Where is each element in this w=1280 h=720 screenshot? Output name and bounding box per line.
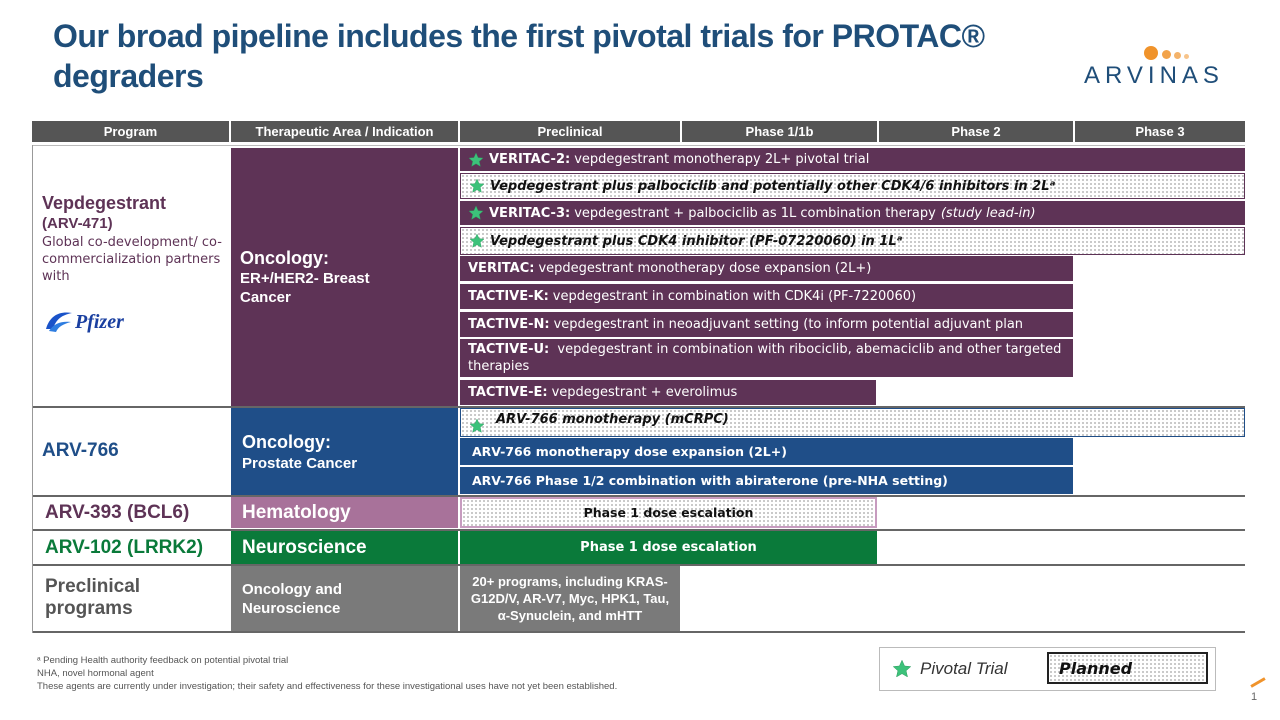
trial-text: Vepdegestrant plus palbociclib and poten… — [490, 178, 1056, 194]
trial-text: 20+ programs, including KRAS-G12D/V, AR-… — [470, 574, 670, 623]
page-number: 1 — [1251, 691, 1258, 703]
program-arv-102: ARV-102 (LRRK2) — [45, 537, 204, 558]
trial-content: TACTIVE-U: vepdegestrant in combination … — [468, 341, 1073, 375]
trial-arv766-mcrpc-planned: ARV-766 monotherapy (mCRPC) — [460, 408, 1245, 437]
logo-text: ARVINAS — [1084, 62, 1224, 89]
trial-text: vepdegestrant monotherapy 2L+ pivotal tr… — [574, 152, 870, 167]
footnote-disclaimer: These agents are currently under investi… — [37, 681, 618, 692]
area-breast-cancer: Oncology: ER+/HER2- Breast Cancer — [231, 148, 458, 406]
logo-dot-icon — [1144, 46, 1158, 60]
program-vepdegestrant: Vepdegestrant (ARV-471) Global co-develo… — [42, 193, 227, 285]
logo-dot-icon — [1162, 50, 1171, 59]
trial-label: TACTIVE-N: — [468, 317, 550, 332]
divider — [32, 145, 33, 633]
trial-preclinical-programs: 20+ programs, including KRAS-G12D/V, AR-… — [460, 566, 680, 631]
pfizer-text: Pfizer — [75, 310, 124, 333]
logo-dot-icon — [1184, 54, 1189, 59]
trial-tactive-u: TACTIVE-U: vepdegestrant in combination … — [460, 339, 1073, 377]
trial-label: TACTIVE-E: — [468, 385, 548, 400]
program-name: Vepdegestrant — [42, 193, 167, 213]
trial-veritac-2: VERITAC-2: vepdegestrant monotherapy 2L+… — [460, 148, 1245, 171]
trial-vep-cdk4-planned: Vepdegestrant plus CDK4 inhibitor (PF-07… — [460, 227, 1245, 255]
page-title: Our broad pipeline includes the first pi… — [53, 18, 985, 94]
trial-tactive-e: TACTIVE-E: vepdegestrant + everolimus — [460, 380, 876, 405]
trial-text: vepdegestrant monotherapy dose expansion… — [538, 261, 872, 276]
trial-text: vepdegestrant in neoadjuvant setting (to… — [553, 317, 1024, 332]
trial-note: (study lead-in) — [940, 205, 1036, 221]
divider — [32, 529, 1245, 531]
area-subtitle: Prostate Cancer — [242, 454, 358, 472]
pfizer-logo: Pfizer — [44, 306, 134, 338]
legend: Pivotal Trial Planned — [879, 647, 1216, 691]
pivotal-star-icon — [469, 178, 485, 194]
area-title: Oncology: — [240, 247, 329, 268]
program-arv-393: ARV-393 (BCL6) — [45, 502, 190, 523]
divider — [32, 495, 1245, 497]
pivotal-star-icon — [469, 418, 485, 434]
header-preclinical: Preclinical — [460, 121, 680, 142]
trial-arv393-phase1: Phase 1 dose escalation — [460, 497, 877, 528]
trial-veritac-3: VERITAC-3: vepdegestrant + palbociclib a… — [460, 201, 1245, 225]
trial-veritac: VERITAC: vepdegestrant monotherapy dose … — [460, 256, 1073, 281]
header-phase3: Phase 3 — [1075, 121, 1245, 142]
legend-planned-label: Planned — [1059, 658, 1133, 678]
trial-arv766-abiraterone: ARV-766 Phase 1/2 combination with abira… — [460, 467, 1073, 494]
trial-text: ARV-766 monotherapy (mCRPC) — [496, 412, 729, 427]
area-prostate-cancer: Oncology: Prostate Cancer — [231, 408, 458, 495]
trial-text: Vepdegestrant plus CDK4 inhibitor (PF-07… — [490, 233, 903, 249]
program-code: (ARV-471) — [42, 215, 113, 232]
area-hematology: Hematology — [231, 497, 458, 528]
trial-arv102-phase1: Phase 1 dose escalation — [460, 531, 877, 564]
trial-text: vepdegestrant in combination with riboci… — [468, 342, 1062, 374]
trial-text: Phase 1 dose escalation — [583, 505, 754, 520]
trial-label: VERITAC: — [468, 261, 535, 276]
pivotal-star-icon — [469, 233, 485, 249]
trial-text: ARV-766 Phase 1/2 combination with abira… — [472, 473, 948, 488]
logo-dot-icon — [1174, 52, 1181, 59]
trial-label: TACTIVE-U: — [468, 342, 550, 357]
trial-tactive-k: TACTIVE-K: vepdegestrant in combination … — [460, 284, 1073, 309]
trial-tactive-n: TACTIVE-N: vepdegestrant in neoadjuvant … — [460, 312, 1073, 337]
arvinas-logo — [1084, 44, 1224, 88]
header-program: Program — [32, 121, 229, 142]
area-oncology-neuroscience: Oncology and Neuroscience — [231, 566, 458, 631]
trial-vep-palbo-planned: Vepdegestrant plus palbociclib and poten… — [460, 173, 1245, 199]
page-number-accent — [1250, 677, 1266, 688]
divider — [32, 564, 1245, 566]
partner-text: Global co-development/ co-commercializat… — [42, 235, 222, 284]
area-neuroscience: Neuroscience — [231, 531, 458, 564]
program-arv-766: ARV-766 — [42, 440, 119, 461]
area-subtitle: ER+/HER2- Breast Cancer — [240, 269, 370, 306]
legend-pivotal: Pivotal Trial — [920, 659, 1008, 678]
divider — [32, 631, 1245, 633]
pfizer-icon — [46, 312, 72, 332]
header-therapeutic-area: Therapeutic Area / Indication — [231, 121, 458, 142]
trial-text: ARV-766 monotherapy dose expansion (2L+) — [472, 444, 787, 459]
pivotal-star-icon — [468, 152, 484, 168]
trial-label: VERITAC-2: — [489, 152, 571, 167]
footnote-pending: ᵃ Pending Health authority feedback on p… — [37, 655, 289, 666]
pivotal-star-icon — [893, 660, 911, 678]
legend-planned: Planned — [1047, 652, 1208, 684]
trial-label: VERITAC-3: — [489, 205, 571, 221]
trial-text: vepdegestrant + everolimus — [551, 385, 738, 400]
program-preclinical: Preclinical programs — [45, 576, 141, 619]
divider — [32, 145, 1245, 146]
pivotal-star-icon — [468, 205, 484, 221]
footnotes: ᵃ Pending Health authority feedback on p… — [37, 654, 797, 693]
footnote-nha: NHA, novel hormonal agent — [37, 668, 154, 679]
trial-arv766-dose-expansion: ARV-766 monotherapy dose expansion (2L+) — [460, 438, 1073, 465]
divider — [32, 406, 1245, 408]
header-phase1: Phase 1/1b — [682, 121, 877, 142]
trial-text: vepdegestrant + palbociclib as 1L combin… — [574, 205, 936, 221]
header-phase2: Phase 2 — [879, 121, 1073, 142]
trial-text: vepdegestrant in combination with CDK4i … — [552, 289, 917, 304]
trial-label: TACTIVE-K: — [468, 289, 549, 304]
trial-text: Phase 1 dose escalation — [580, 540, 757, 555]
area-title: Oncology: — [242, 431, 331, 452]
